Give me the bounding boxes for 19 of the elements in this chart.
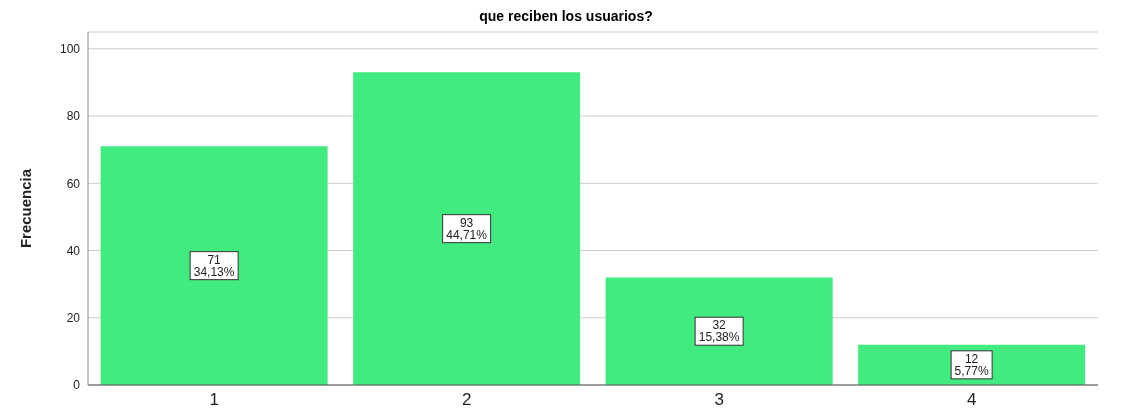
y-tick-label: 80 bbox=[66, 109, 81, 124]
y-tick-label: 60 bbox=[66, 176, 81, 191]
y-tick-label: 100 bbox=[59, 42, 81, 57]
y-tick-label: 0 bbox=[73, 378, 81, 393]
chart-title: que reciben los usuarios? bbox=[478, 8, 654, 24]
x-tick-label: 4 bbox=[967, 390, 977, 409]
bar bbox=[353, 72, 581, 385]
data-label: 12 5,77% bbox=[954, 351, 989, 378]
data-label: 32 15,38% bbox=[698, 318, 740, 345]
data-label: 93 44,71% bbox=[446, 215, 488, 242]
data-label: 71 34,13% bbox=[193, 252, 235, 279]
bar bbox=[605, 277, 833, 385]
x-tick-label: 3 bbox=[714, 390, 724, 409]
y-axis-title: Frecuencia bbox=[17, 168, 35, 249]
y-tick-label: 40 bbox=[66, 243, 81, 258]
x-tick-label: 1 bbox=[209, 390, 219, 409]
x-tick-label: 2 bbox=[462, 390, 472, 409]
y-tick-label: 20 bbox=[66, 311, 81, 326]
bar bbox=[100, 146, 328, 385]
